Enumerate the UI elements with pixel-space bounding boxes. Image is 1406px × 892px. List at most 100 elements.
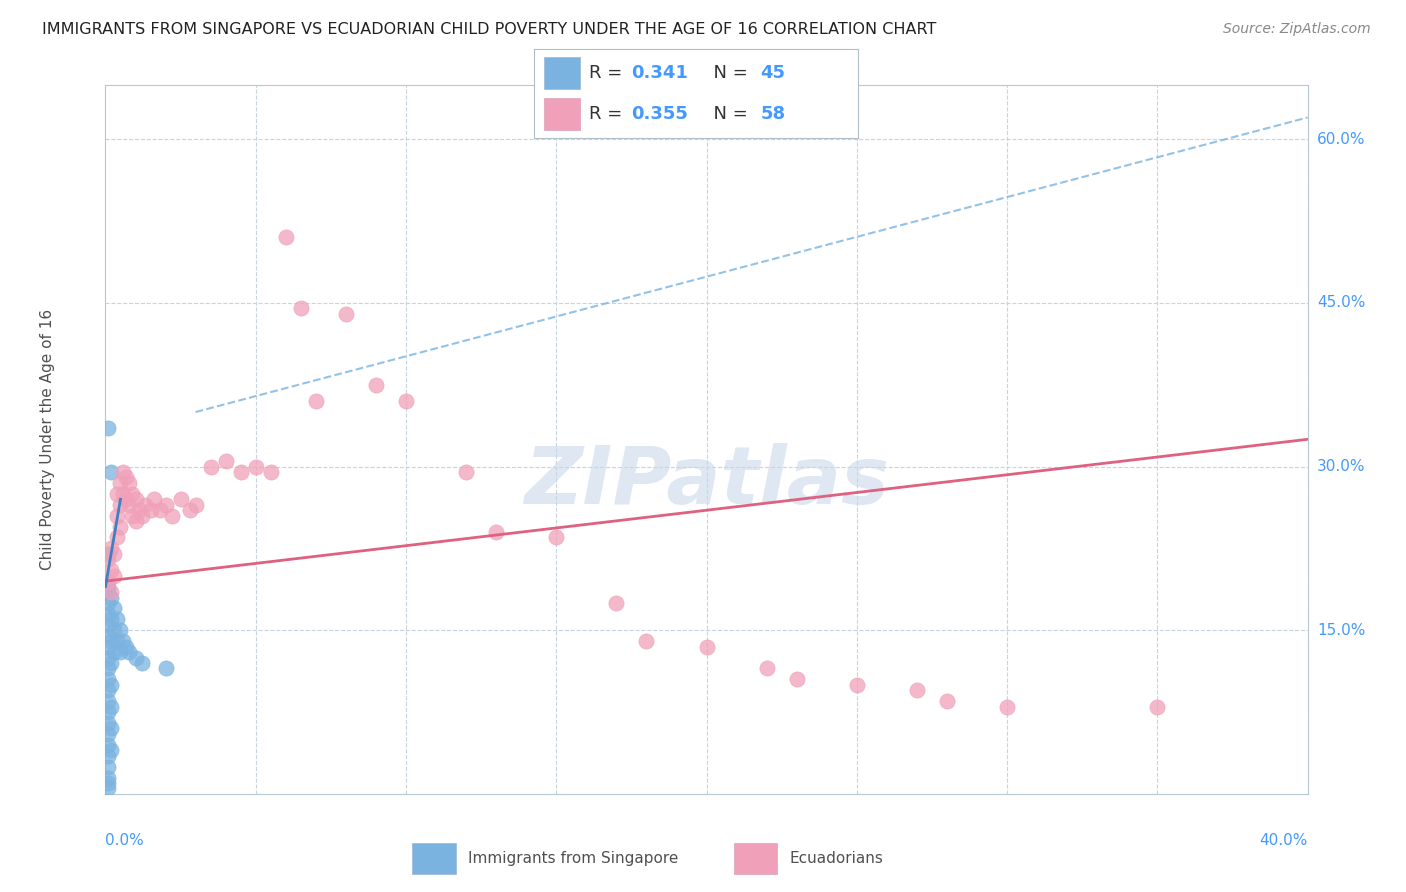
Point [97,759,120,773]
Point [100,699,122,714]
Point [112,634,135,648]
Point [97,574,120,589]
Point [97,617,120,632]
Point [142,492,165,507]
Point [121,487,143,501]
Point [97,580,120,594]
Point [110,519,132,533]
Point [115,640,138,654]
Bar [544,57,579,89]
Point [128,503,150,517]
Text: Source: ZipAtlas.com: Source: ZipAtlas.com [1223,22,1371,37]
Point [184,498,207,512]
Point [97,738,120,752]
Point [100,722,122,736]
Point [118,645,141,659]
Text: Child Poverty Under the Age of 16: Child Poverty Under the Age of 16 [41,309,55,570]
Point [103,601,125,615]
Point [97,694,120,708]
Point [139,503,162,517]
Text: 15.0%: 15.0% [1317,623,1365,638]
Point [1146,699,1168,714]
Point [97,585,120,599]
Text: R =: R = [589,64,628,82]
Point [395,394,418,409]
Point [274,230,297,244]
Point [121,508,143,523]
Point [124,650,146,665]
Point [103,624,125,638]
Point [155,498,177,512]
Point [110,498,132,512]
Point [107,531,129,545]
Point [97,771,120,785]
Point [107,508,129,523]
Point [160,508,183,523]
Point [97,683,120,698]
Text: 0.341: 0.341 [631,64,688,82]
Point [107,487,129,501]
Point [97,629,120,643]
Point [97,727,120,741]
Text: 45: 45 [761,64,786,82]
Point [100,656,122,670]
Point [100,591,122,605]
Text: Ecuadorians: Ecuadorians [790,851,883,866]
Bar [544,98,579,130]
Point [112,465,135,479]
Point [100,612,122,626]
Point [97,547,120,561]
Point [97,552,120,566]
Point [169,492,191,507]
Point [131,508,153,523]
Point [290,301,312,316]
Point [636,634,658,648]
Point [103,547,125,561]
Point [100,563,122,577]
Point [110,624,132,638]
Point [335,307,357,321]
Point [97,421,120,435]
Point [110,475,132,490]
Point [107,612,129,626]
Point [100,585,122,599]
Bar [412,843,456,874]
Point [107,634,129,648]
Point [118,498,141,512]
Point [112,487,135,501]
Point [936,694,959,708]
Point [118,475,141,490]
Point [454,465,477,479]
Point [100,743,122,757]
Point [245,459,267,474]
Point [97,607,120,621]
Text: 30.0%: 30.0% [1317,459,1365,474]
Point [110,645,132,659]
Point [786,673,808,687]
Point [97,673,120,687]
Point [131,656,153,670]
Point [97,705,120,719]
Point [97,748,120,763]
Text: 60.0%: 60.0% [1317,132,1365,147]
Point [97,776,120,790]
Point [103,645,125,659]
Bar [734,843,778,874]
Text: 45.0%: 45.0% [1317,295,1365,310]
Point [97,650,120,665]
Point [97,596,120,610]
Point [305,394,328,409]
Point [995,699,1018,714]
Point [845,678,868,692]
Point [97,640,120,654]
Text: 0.355: 0.355 [631,105,688,123]
Text: R =: R = [589,105,628,123]
Point [605,596,627,610]
Point [103,568,125,582]
Text: IMMIGRANTS FROM SINGAPORE VS ECUADORIAN CHILD POVERTY UNDER THE AGE OF 16 CORREL: IMMIGRANTS FROM SINGAPORE VS ECUADORIAN … [42,22,936,37]
Text: Immigrants from Singapore: Immigrants from Singapore [468,851,678,866]
Point [229,465,252,479]
Point [124,514,146,528]
Point [115,492,138,507]
Text: 0.0%: 0.0% [105,833,145,848]
